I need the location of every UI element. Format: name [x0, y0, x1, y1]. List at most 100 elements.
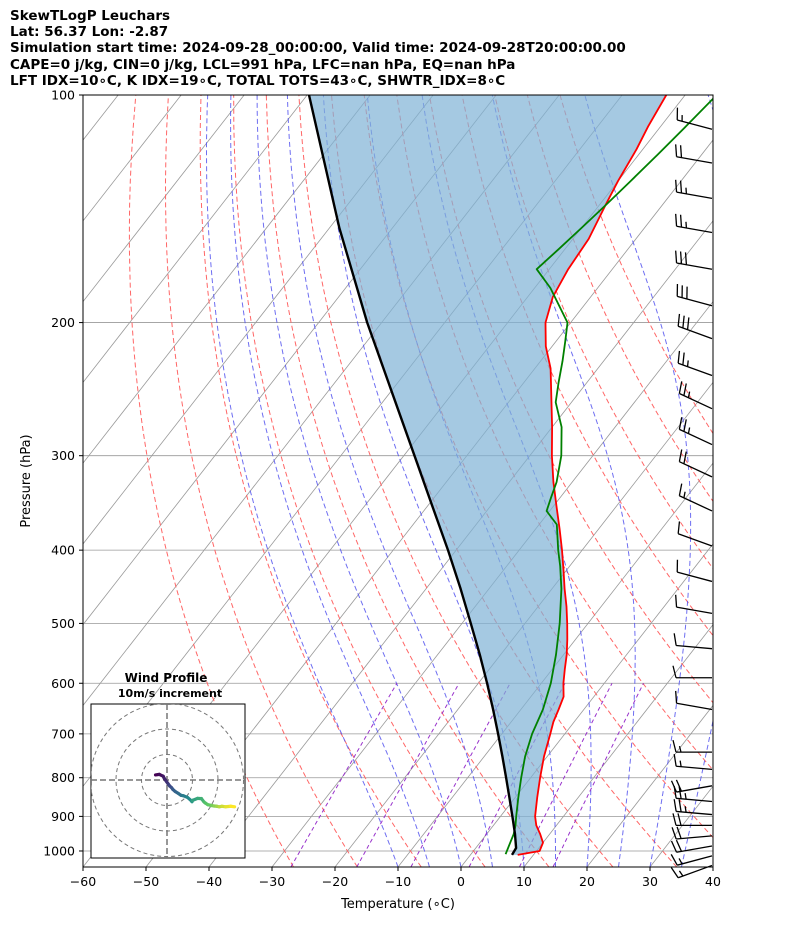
mixing-ratio-line: [356, 683, 460, 867]
barb-staff: [676, 191, 713, 199]
barb-half-flag: [678, 745, 682, 753]
barb-staff: [679, 428, 713, 446]
y-tick-label: 1000: [43, 843, 75, 858]
wind-barb: [675, 594, 713, 615]
moist-adiabat: [256, 95, 462, 867]
y-tick-label: 800: [51, 770, 75, 785]
barb-flag: [679, 251, 683, 264]
barb-half-flag: [678, 858, 683, 865]
wind-barb: [673, 799, 713, 816]
barb-flag: [682, 352, 685, 365]
wind-barb: [670, 839, 713, 853]
barb-flag: [677, 350, 681, 364]
barb-staff: [676, 835, 713, 840]
wind-barb: [675, 213, 713, 234]
barb-half-flag: [686, 360, 689, 367]
wind-barb: [678, 483, 713, 512]
y-axis-label: Pressure (hPa): [19, 434, 34, 527]
wind-barb: [676, 559, 713, 583]
barb-flag: [675, 690, 678, 704]
x-tick-label: −40: [196, 874, 222, 889]
isotherm-line: [586, 704, 713, 867]
moist-adiabat: [230, 95, 430, 867]
wind-barb: [675, 179, 713, 199]
barb-flag: [676, 826, 682, 839]
dewpoint-line: [504, 97, 713, 855]
barb-staff: [679, 392, 713, 410]
isotherm-line: [523, 624, 713, 867]
mixing-ratio-line: [290, 683, 398, 867]
isotherm-line: [460, 543, 713, 867]
y-tick-label: 500: [51, 616, 75, 631]
barb-flag: [677, 813, 682, 826]
barb-flag: [673, 753, 677, 767]
barb-flag: [670, 780, 678, 793]
barb-flag: [673, 799, 677, 812]
barb-flag: [678, 483, 683, 496]
hodograph-title: Wind Profile: [125, 671, 208, 685]
barb-half-flag: [683, 491, 686, 498]
wind-barb: [677, 313, 713, 340]
barb-flag: [679, 214, 683, 228]
x-tick-label: 20: [579, 874, 595, 889]
barb-flag: [675, 213, 678, 227]
dry-adiabat: [494, 95, 713, 570]
wind-barb: [675, 250, 713, 270]
barb-staff: [676, 225, 713, 234]
barb-flag: [677, 313, 681, 327]
barb-flag: [670, 854, 678, 866]
dry-adiabat: [233, 95, 486, 867]
barb-flag: [678, 381, 683, 394]
barb-staff: [676, 156, 713, 164]
mixing-ratio-line: [518, 683, 613, 867]
cin-cape-shading: [309, 95, 667, 855]
barb-flag: [670, 840, 678, 853]
dry-adiabat: [265, 95, 550, 867]
moist-adiabat: [681, 95, 713, 867]
barb-half-flag: [687, 427, 691, 434]
y-axis-ticks: 1000 900 800 700 600 500 400 300 200 100: [43, 88, 83, 858]
hodograph-subtitle: 10m/s increment: [118, 687, 222, 700]
barb-staff: [676, 765, 713, 771]
barb-flag: [672, 739, 677, 753]
barb-flag: [672, 665, 677, 678]
wind-barb: [670, 854, 713, 866]
barb-flag: [672, 813, 677, 826]
y-tick-label: 600: [51, 676, 75, 691]
x-tick-label: 0: [457, 874, 465, 889]
barb-staff: [676, 606, 713, 615]
barb-staff: [676, 810, 713, 816]
barb-half-flag: [679, 760, 682, 767]
barb-flag: [684, 252, 688, 265]
wind-barb: [673, 753, 713, 771]
barb-flag: [679, 145, 683, 158]
moist-adiabat: [206, 95, 399, 867]
wind-barb: [670, 779, 713, 793]
isotherm-line: [334, 381, 713, 867]
moist-adiabat: [491, 95, 636, 867]
barb-flag: [675, 839, 683, 852]
barb-staff: [679, 495, 713, 512]
dry-adiabat: [298, 95, 614, 867]
barb-flag: [683, 383, 687, 396]
dry-adiabat: [128, 95, 294, 867]
barb-half-flag: [684, 792, 687, 800]
barb-staff: [677, 119, 713, 130]
mixing-ratio-line: [552, 683, 644, 867]
y-tick-label: 200: [51, 315, 75, 330]
wind-barb: [672, 665, 712, 679]
wind-barb: [673, 633, 713, 650]
x-tick-label: 10: [516, 874, 532, 889]
barb-staff: [679, 461, 713, 478]
y-tick-label: 900: [51, 809, 75, 824]
wind-barb: [678, 417, 713, 446]
x-tick-label: −50: [133, 874, 159, 889]
wind-barb: [677, 521, 713, 547]
isotherm-line: [83, 95, 371, 464]
title-stability: CAPE=0 j/kg, CIN=0 j/kg, LCL=991 hPa, LF…: [10, 57, 516, 73]
profile-lines: [307, 95, 713, 856]
isotherm-line: [83, 95, 434, 545]
y-tick-label: 300: [51, 448, 75, 463]
barb-flag: [678, 449, 683, 462]
